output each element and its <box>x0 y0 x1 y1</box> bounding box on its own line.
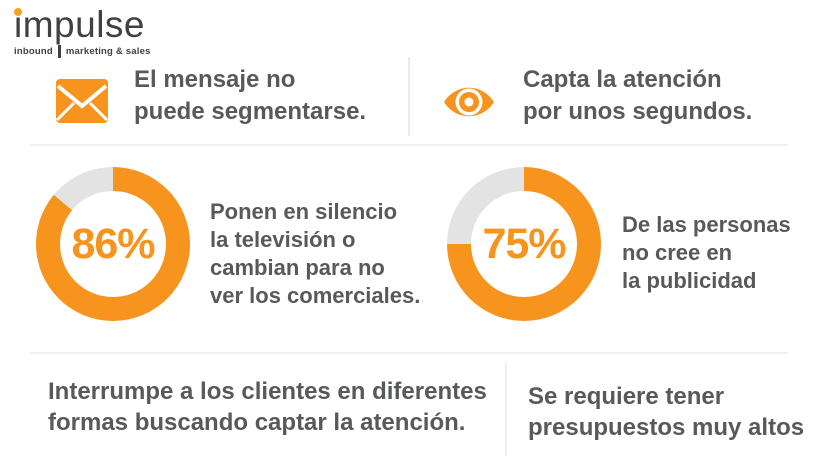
feature-text-attention: Capta la atención por unos segundos. <box>523 66 753 125</box>
logo-letter-i: i <box>14 4 23 45</box>
tagline-divider-bar <box>57 45 61 58</box>
horizontal-divider-bottom <box>30 352 788 354</box>
logo-tagline: inbound marketing & sales <box>14 45 151 58</box>
bottom-note-presupuestos: Se requiere tener presupuestos muy altos <box>528 383 805 441</box>
horizontal-divider-top <box>30 144 788 146</box>
logo-wordmark: impulse <box>14 6 151 43</box>
envelope-icon <box>55 79 109 128</box>
bottom-vertical-divider <box>505 362 507 456</box>
donut-chart-75: 75% <box>447 167 601 321</box>
logo-letters-rest: mpulse <box>22 4 146 45</box>
impulse-logo: impulse inbound marketing & sales <box>14 6 151 58</box>
feature-text-message: El mensaje no puede segmentarse. <box>134 66 367 125</box>
tagline-inbound: inbound <box>14 46 53 57</box>
bottom-note-interrumpe: Interrumpe a los clientes en diferentes … <box>48 378 487 436</box>
top-vertical-divider <box>408 57 410 136</box>
donut-percent-label: 86% <box>71 219 155 268</box>
eye-icon <box>443 81 495 128</box>
tagline-marketing-sales: marketing & sales <box>65 46 151 57</box>
donut-chart-86: 86% <box>36 167 190 321</box>
stat-text-television: Ponen en silencio la televisión o cambia… <box>210 199 421 308</box>
donut-hole: 86% <box>60 191 166 297</box>
donut-hole: 75% <box>471 191 577 297</box>
donut-percent-label: 75% <box>482 219 566 268</box>
stat-text-publicidad: De las personas no cree en la publicidad <box>622 212 791 293</box>
